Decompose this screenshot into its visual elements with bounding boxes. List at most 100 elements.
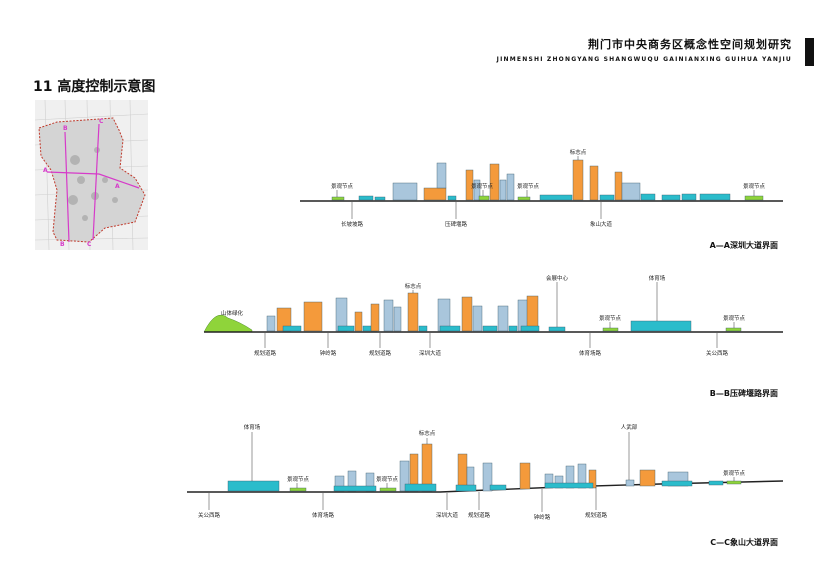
road-label: 规划道路 xyxy=(254,349,277,357)
label-landmark: 标志点 xyxy=(405,282,422,290)
landscape-node xyxy=(726,480,742,485)
building xyxy=(472,305,483,332)
building xyxy=(482,462,493,492)
label-stadium: 体育场 xyxy=(244,423,261,431)
section-caption-a: A—A深圳大道界面 xyxy=(710,240,778,250)
landscape-node xyxy=(289,487,307,492)
road-label: 规划道路 xyxy=(369,349,392,357)
axis-a xyxy=(46,171,140,189)
road-label: 深圳大道 xyxy=(436,511,459,519)
podium xyxy=(482,325,498,332)
label-armed-forces-dept: 人武部 xyxy=(621,423,638,431)
podium xyxy=(708,480,724,486)
label-landmark: 标志点 xyxy=(419,429,436,437)
podium xyxy=(404,483,437,492)
key-map-label-b-start: B xyxy=(63,125,68,132)
road-label: 关公西路 xyxy=(706,349,729,357)
label-landscape-node: 景观节点 xyxy=(723,469,746,477)
label-landscape-node: 景观节点 xyxy=(743,182,766,190)
corner-bar xyxy=(805,38,814,66)
landscape-node xyxy=(725,327,742,332)
building xyxy=(393,306,402,332)
podium xyxy=(447,195,457,201)
road-label: 体育场路 xyxy=(312,511,335,519)
label-landscape-node: 景观节点 xyxy=(723,314,746,322)
landscape-node xyxy=(331,196,345,201)
title-block: 荆门市中央商务区概念性空间规划研究 JINMENSHI ZHONGYANG SH… xyxy=(497,36,792,63)
podium xyxy=(681,193,697,201)
podium xyxy=(337,325,355,332)
key-map: A A B B C C xyxy=(34,99,149,251)
tower xyxy=(519,462,531,490)
tower xyxy=(461,296,473,332)
label-mountain-greenery: 山体绿化 xyxy=(221,309,244,317)
podium xyxy=(508,325,518,332)
label-landscape-node: 景观节点 xyxy=(331,182,354,190)
podium xyxy=(544,482,594,489)
document-title: 荆门市中央商务区概念性空间规划研究 xyxy=(588,38,792,51)
road-label: 钟岭路 xyxy=(534,513,551,521)
tower xyxy=(303,301,323,332)
label-exhibition-center: 会展中心 xyxy=(546,274,569,282)
section-b: 山体绿化 标志点 会展中心 体育场 景观节点 景观节点 规划道路 钟岭路 规划道… xyxy=(203,274,783,398)
section-a: 景观节点 景观节点 景观节点 标志点 景观节点 长坡坡路 压碑堰路 象山大道 A… xyxy=(300,148,783,250)
podium xyxy=(455,484,477,492)
road-label: 压碑堰路 xyxy=(445,220,468,228)
label-landscape-node: 景观节点 xyxy=(517,182,540,190)
podium xyxy=(548,326,566,332)
landscape-node xyxy=(744,195,764,201)
podium xyxy=(489,484,507,491)
label-landscape-node: 景观节点 xyxy=(287,475,310,483)
building xyxy=(497,305,509,332)
road-label: 体育场路 xyxy=(579,349,602,357)
label-landmark: 标志点 xyxy=(570,148,587,156)
label-landscape-node: 景观节点 xyxy=(599,314,622,322)
key-map-label-c-start: C xyxy=(99,118,104,125)
building xyxy=(473,179,481,201)
tower xyxy=(526,295,539,332)
podium xyxy=(439,325,461,332)
building xyxy=(499,179,507,201)
section-c: 体育场 景观节点 景观节点 标志点 人武部 景观节点 关公西路 体育场路 深圳大… xyxy=(187,423,784,547)
podium xyxy=(539,194,573,201)
tower xyxy=(465,169,474,201)
podium xyxy=(599,194,615,201)
tower xyxy=(423,187,447,201)
podium xyxy=(661,194,681,201)
podium xyxy=(418,325,428,332)
podium xyxy=(374,196,386,201)
tower xyxy=(572,159,584,201)
stadium xyxy=(227,480,280,492)
building xyxy=(621,182,641,201)
building xyxy=(266,315,276,332)
landscape-node xyxy=(517,196,531,201)
key-map-label-a-start: A xyxy=(43,167,48,174)
building xyxy=(625,479,635,487)
mountain-greenery xyxy=(203,314,253,333)
key-map-drawing: A A B B C C xyxy=(34,99,149,251)
building xyxy=(506,173,515,201)
axis-b xyxy=(64,131,70,243)
axis-c xyxy=(92,123,100,241)
tower xyxy=(489,163,500,201)
podium xyxy=(699,193,731,201)
section-heading: 11 高度控制示意图 xyxy=(33,79,156,95)
podium xyxy=(661,480,693,487)
tower xyxy=(354,311,363,332)
road-label: 深圳大道 xyxy=(419,349,442,357)
section-caption-b: B—B压碑堰路界面 xyxy=(710,388,778,398)
road-label: 规划道路 xyxy=(468,511,491,519)
tower xyxy=(589,165,599,201)
building xyxy=(436,162,447,189)
road-label: 象山大道 xyxy=(590,220,613,228)
building xyxy=(399,460,410,492)
building xyxy=(392,182,418,201)
label-landscape-node: 景观节点 xyxy=(376,475,399,483)
road-label: 关公西路 xyxy=(198,511,221,519)
building xyxy=(383,299,394,332)
podium xyxy=(520,325,540,332)
road-label: 长坡坡路 xyxy=(341,220,364,228)
key-map-label-b-end: B xyxy=(60,241,65,248)
tower xyxy=(639,469,656,487)
